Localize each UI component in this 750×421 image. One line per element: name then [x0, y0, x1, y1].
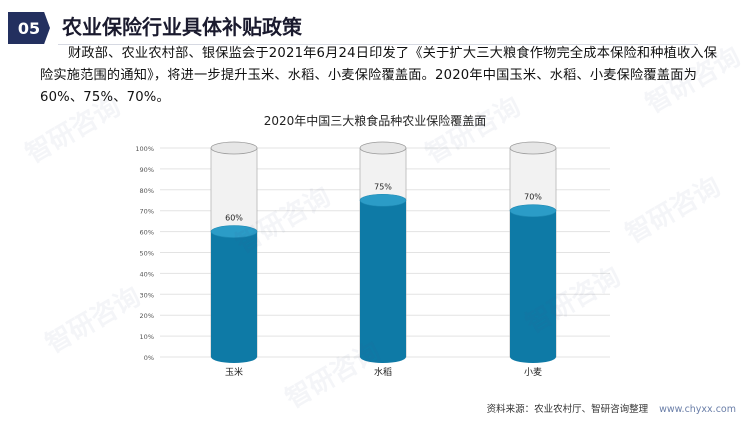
title-divider: [58, 44, 698, 45]
source-text: 资料来源：农业农村厅、智研咨询整理: [486, 404, 649, 415]
cylinder-rim: [509, 141, 557, 155]
bar-bottom: [510, 351, 556, 363]
y-tick-label: 70%: [140, 208, 154, 216]
intro-paragraph: 财政部、农业农村部、银保监会于2021年6月24日印发了《关于扩大三大粮食作物完…: [40, 46, 718, 105]
x-tick-label: 小麦: [524, 366, 542, 378]
data-label: 70%: [524, 193, 542, 202]
bar-top: [509, 204, 557, 217]
bar-bottom: [211, 351, 257, 363]
bar-top: [359, 193, 407, 207]
y-tick-label: 60%: [140, 229, 154, 237]
page-title: 农业保险行业具体补贴政策: [62, 15, 302, 39]
y-tick-label: 10%: [140, 333, 154, 341]
y-tick-label: 80%: [140, 187, 154, 195]
y-tick-label: 50%: [140, 250, 154, 258]
source-url: www.chyxx.com: [659, 404, 736, 415]
section-number-badge: 05: [8, 12, 50, 44]
chart-title: 2020年中国三大粮食品种农业保险覆盖面: [263, 114, 487, 128]
bar-fill: [211, 231, 257, 357]
x-tick-label: 水稻: [374, 366, 392, 378]
y-tick-label: 90%: [140, 166, 154, 174]
bar-fill: [510, 210, 556, 357]
bar-top: [210, 225, 258, 238]
bar-fill: [360, 200, 406, 357]
bar-bottom: [360, 351, 406, 363]
x-tick-label: 玉米: [225, 366, 243, 378]
y-tick-label: 0%: [144, 354, 154, 362]
y-tick-label: 30%: [140, 291, 154, 299]
data-label: 60%: [225, 214, 243, 223]
data-label: 75%: [374, 182, 392, 191]
y-tick-label: 40%: [140, 270, 154, 278]
source-note: 资料来源：农业农村厅、智研咨询整理 www.chyxx.com: [487, 401, 736, 415]
cylinder-rim: [359, 141, 407, 155]
y-tick-label: 20%: [140, 312, 154, 320]
cylinder-rim: [210, 141, 258, 155]
y-tick-label: 100%: [135, 145, 154, 153]
